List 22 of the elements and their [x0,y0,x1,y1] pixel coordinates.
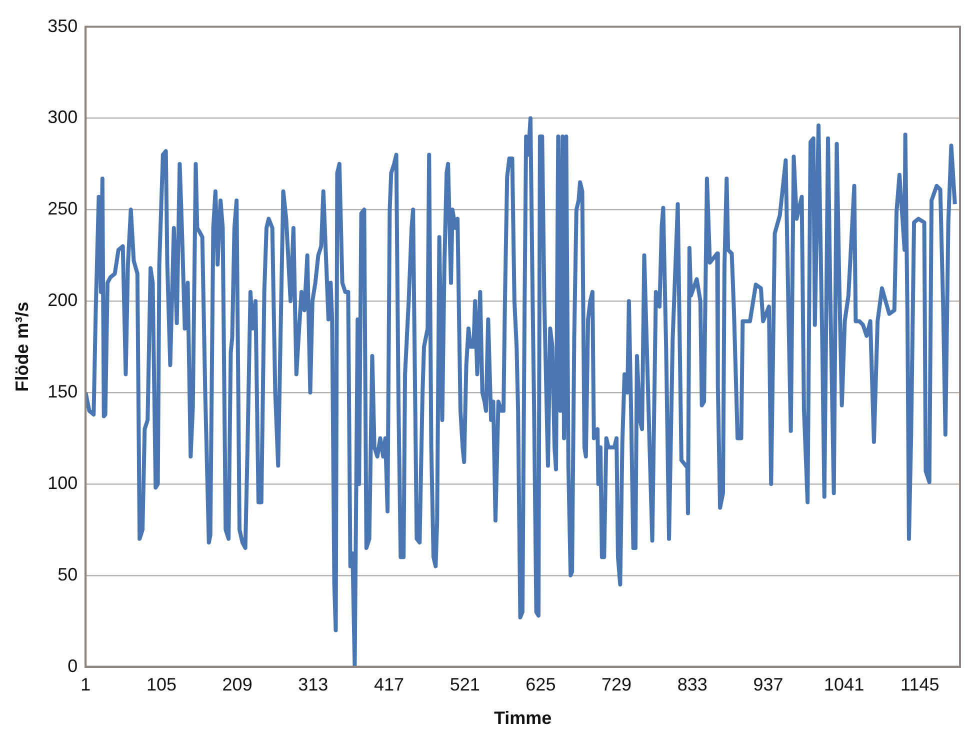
x-tick-label: 729 [602,674,632,695]
y-tick-label: 100 [48,472,78,493]
x-tick-label: 1145 [900,674,940,695]
x-tick-label: 209 [222,674,252,695]
y-tick-label: 300 [48,107,78,128]
x-tick-label: 1041 [824,674,864,695]
x-tick-label: 1 [80,674,91,695]
x-axis-title: Timme [494,708,552,728]
x-tick-label: 105 [146,674,176,695]
x-tick-label: 937 [753,674,784,695]
x-tick-label: 833 [677,674,708,695]
y-tick-label: 250 [48,198,78,219]
y-tick-label: 50 [58,564,78,584]
x-tick-label: 313 [298,674,328,695]
y-tick-label: 0 [68,656,78,676]
y-tick-label: 200 [48,290,78,310]
y-tick-label: 350 [48,16,78,36]
x-tick-label: 521 [450,674,480,695]
x-tick-label: 625 [526,674,556,695]
y-tick-label: 150 [48,381,78,402]
x-tick-label: 417 [374,674,404,695]
y-axis-title: Flöde m³/s [12,302,32,392]
